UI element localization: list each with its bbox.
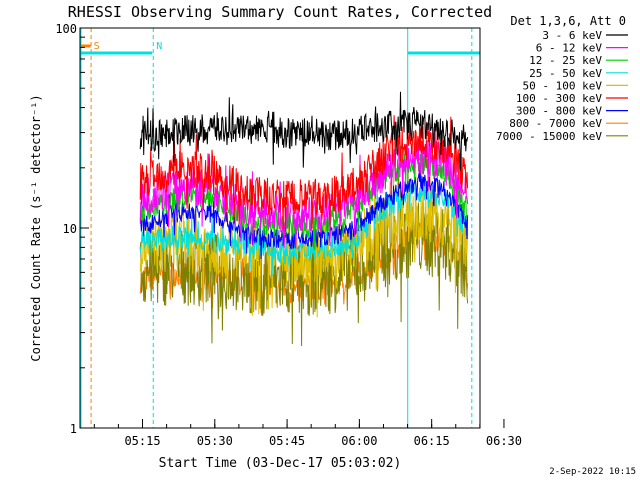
legend-label: 3 - 6 keV [542, 29, 602, 42]
legend-label: 12 - 25 keV [529, 54, 602, 67]
series-line-12-25-kev [139, 145, 469, 251]
y-tick-label: 1 [70, 422, 77, 436]
series-line-3-6-kev [139, 91, 469, 171]
y-axis-label: Corrected Count Rate (s⁻¹ detector⁻¹) [29, 94, 43, 361]
footer-timestamp: 2-Sep-2022 10:15 [549, 467, 636, 477]
chart-title: RHESSI Observing Summary Count Rates, Co… [68, 3, 492, 21]
x-tick-label: 06:30 [486, 434, 522, 448]
legend-label: 800 - 7000 keV [509, 117, 602, 130]
legend-label: 300 - 800 keV [516, 105, 602, 118]
legend-label: 100 - 300 keV [516, 92, 602, 105]
legend-label: 50 - 100 keV [523, 79, 603, 92]
x-axis-label: Start Time (03-Dec-17 05:03:02) [159, 456, 402, 471]
y-tick-label: 100 [55, 22, 77, 36]
series-line-6-12-kev [139, 122, 469, 249]
legend-label: 6 - 12 keV [536, 42, 603, 55]
series-line-100-300-kev [139, 115, 469, 233]
y-tick-label: 10 [63, 222, 77, 236]
legend-label: 7000 - 15000 keV [496, 130, 602, 143]
x-tick-label: 05:30 [197, 434, 233, 448]
x-tick-label: 06:15 [414, 434, 450, 448]
series-line-300-800-kev [139, 164, 469, 260]
x-tick-label: 05:15 [124, 434, 160, 448]
axes: 1 10 100 05:15 05:30 05:45 06:00 06:15 06:30 [55, 22, 522, 448]
annotation-n: N [156, 41, 162, 52]
annotation-s: S [94, 41, 100, 52]
x-tick-label: 06:00 [341, 434, 377, 448]
legend-label: 25 - 50 keV [529, 67, 602, 80]
x-tick-label: 05:45 [269, 434, 305, 448]
legend-title: Det 1,3,6, Att 0 [510, 14, 626, 28]
